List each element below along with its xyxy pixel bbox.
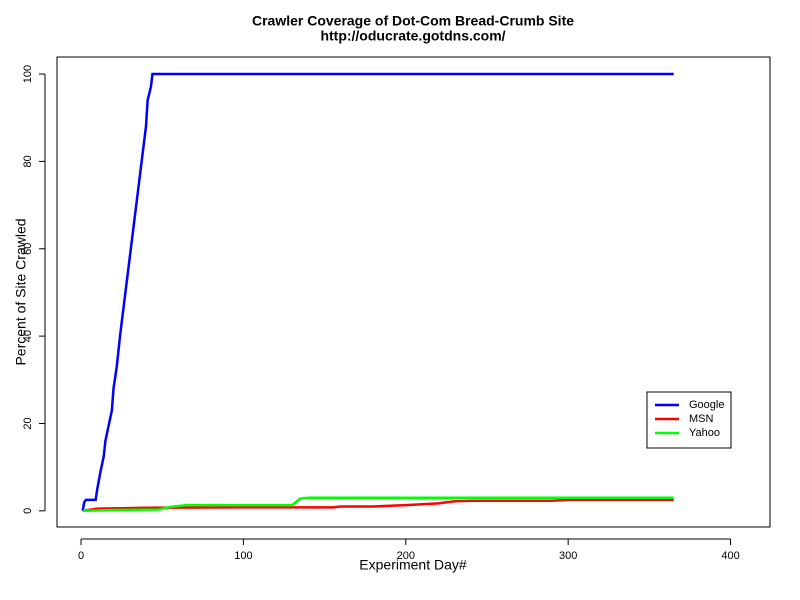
x-axis-label: Experiment Day# [359,557,467,573]
y-axis-label: Percent of Site Crawled [13,218,29,365]
plot-frame [56,56,771,528]
legend-label: MSN [689,413,714,425]
legend-label: Google [689,399,724,411]
x-tick-label: 0 [78,550,84,562]
chart-subtitle: http://oducrate.gotdns.com/ [320,28,505,44]
legend-label: Yahoo [689,427,720,439]
y-tick-label: 40 [22,330,34,342]
series-line [81,72,674,512]
y-tick-label: 100 [22,65,34,83]
x-tick-label: 300 [559,550,577,562]
series-line [82,496,674,513]
y-tick-label: 80 [22,155,34,167]
x-tick-label: 200 [397,550,415,562]
y-tick-label: 0 [22,508,34,514]
y-tick-label: 60 [22,243,34,255]
y-tick-label: 20 [22,417,34,429]
x-tick-label: 400 [721,550,739,562]
series-line [82,498,674,513]
x-tick-label: 100 [234,550,252,562]
chart-title: Crawler Coverage of Dot-Com Bread-Crumb … [252,13,574,29]
